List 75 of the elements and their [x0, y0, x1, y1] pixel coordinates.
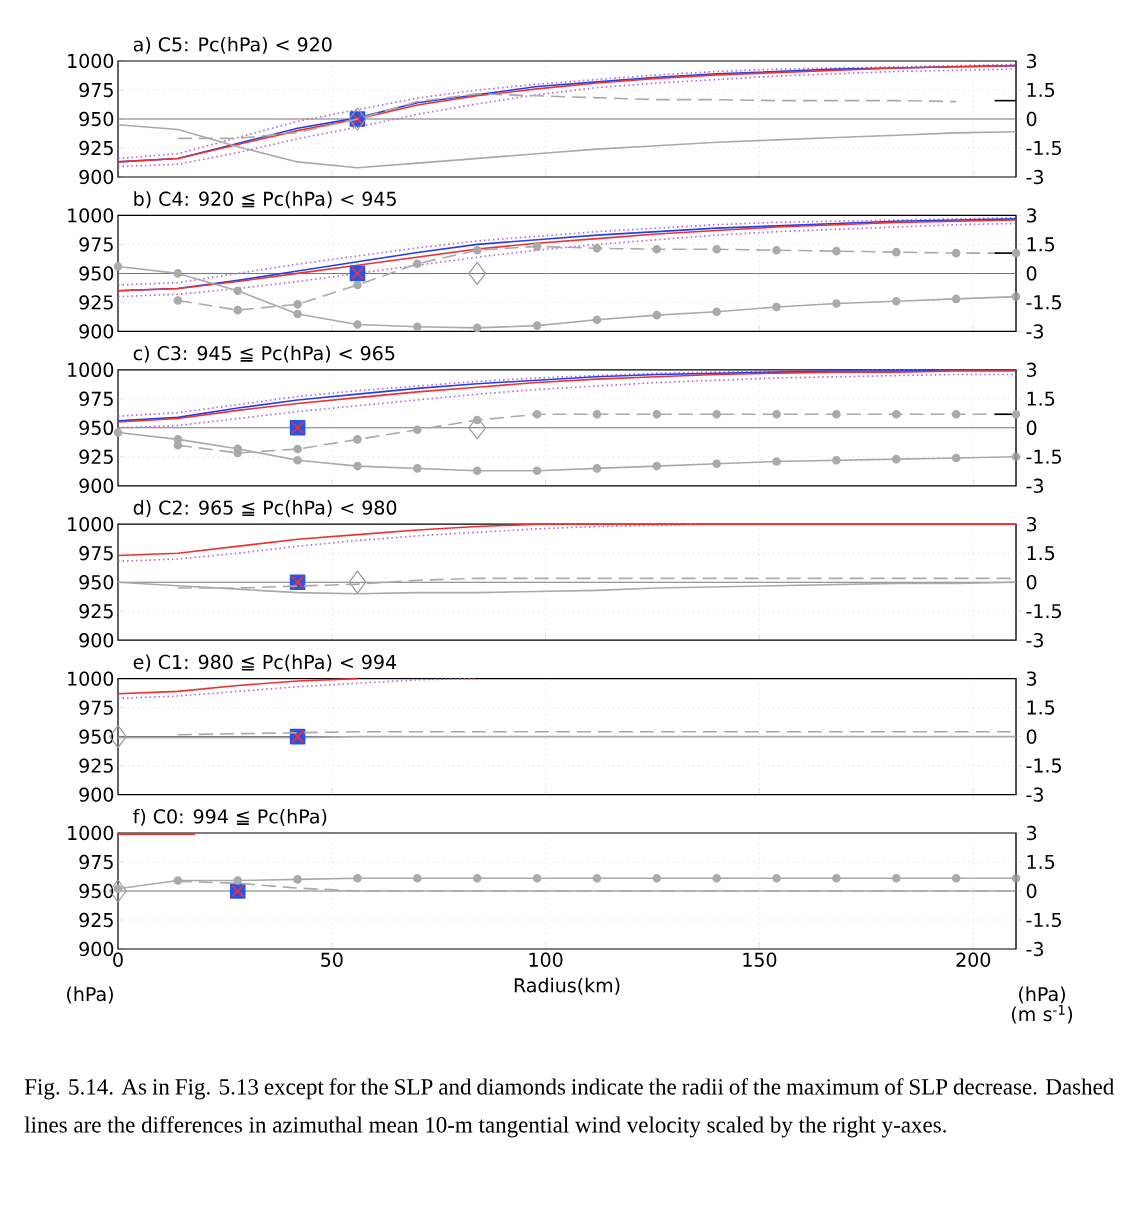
y-tick-label: 900 — [79, 633, 114, 648]
y-axis-title: (hPa) — [67, 986, 113, 1004]
y2-tick-label: 1.5 — [1027, 854, 1055, 870]
x-tick-label: 150 — [743, 952, 777, 967]
y2-tick-label: 0 — [1026, 575, 1037, 590]
y2-tick-label: 1.5 — [1027, 237, 1055, 252]
y-tick-label: 925 — [79, 604, 113, 619]
y2-tick-label: 1.5 — [1027, 546, 1055, 561]
y-tick-label: 1000 — [68, 671, 114, 686]
caption: Fig. 5.14. As in Fig. 5.13 except for the SLP and diamonds indicate the radii of the maximum of SLP decrease. Dashed lines are the differences in azimuthal mean 10-m tangential wind velocity scaled by the right y-axes. — [24, 1078, 1115, 1138]
y2-axis-title: (hPa) (m s$^{-1}$) — [1011, 986, 1073, 1024]
y2-tick-label: -1.5 — [1026, 604, 1061, 619]
y-tick-label: 975 — [79, 700, 113, 715]
y-tick-label: 900 — [79, 941, 114, 957]
y2-tick-label: 1.5 — [1027, 391, 1055, 406]
y-tick-label: 975 — [79, 237, 113, 252]
y-tick-label: 950 — [79, 729, 114, 744]
y-tick-label: 975 — [79, 391, 113, 406]
x-tick-label: 200 — [956, 952, 991, 967]
y2-tick-label: -1.5 — [1026, 449, 1061, 464]
y-tick-label: 950 — [79, 111, 114, 127]
y-tick-label: 975 — [79, 82, 113, 98]
y2-tick-label: 0 — [1026, 266, 1037, 281]
y-tick-label: 1000 — [68, 825, 114, 841]
x-tick-label: 0 — [113, 952, 123, 967]
y-tick-label: 925 — [79, 140, 113, 156]
y2-tick-label: 3 — [1026, 517, 1037, 532]
chart-title: c) C3: 945 ≦ Pc(hPa) < 965 — [133, 345, 395, 363]
y2-tick-label: -3 — [1026, 169, 1043, 185]
y-tick-label: 1000 — [68, 53, 114, 69]
y2-tick-label: 1.5 — [1027, 700, 1055, 715]
y2-tick-label: -3 — [1026, 633, 1043, 648]
chart-title: e) C1: 980 ≦ Pc(hPa) < 994 — [133, 654, 397, 672]
y-tick-label: 925 — [79, 912, 113, 928]
x-tick-label: 100 — [529, 952, 563, 967]
y2-tick-label: 3 — [1026, 208, 1037, 223]
y2-tick-label: 0 — [1026, 883, 1037, 899]
y2-tick-label: 3 — [1026, 53, 1037, 69]
y2-tick-label: 0 — [1026, 111, 1037, 127]
y-tick-label: 925 — [79, 449, 113, 464]
y-tick-label: 900 — [79, 324, 114, 339]
chart-title: a) C5: Pc(hPa) < 920 — [133, 36, 332, 54]
y-tick-label: 1000 — [68, 208, 114, 223]
y2-tick-label: 0 — [1026, 729, 1037, 744]
y-tick-label: 950 — [79, 575, 114, 590]
x-axis-title: Radius(km) — [514, 977, 620, 995]
chart-title: b) C4: 920 ≦ Pc(hPa) < 945 — [134, 191, 396, 209]
y2-tick-label: 1.5 — [1027, 82, 1055, 98]
y-tick-label: 900 — [79, 169, 114, 185]
y2-tick-label: 3 — [1026, 362, 1037, 377]
chart-title: f) C0: 994 ≦ Pc(hPa) — [133, 808, 327, 826]
y2-tick-label: -3 — [1026, 478, 1043, 493]
chart-title: d) C2: 965 ≦ Pc(hPa) < 980 — [133, 500, 397, 518]
y2-tick-label: 3 — [1026, 825, 1037, 841]
y2-tick-label: -3 — [1026, 941, 1043, 957]
y2-tick-label: -3 — [1026, 324, 1043, 339]
y2-tick-label: -1.5 — [1026, 912, 1061, 928]
y2-tick-label: 3 — [1026, 671, 1037, 686]
x-tick-label: 50 — [321, 952, 343, 967]
y-tick-label: 925 — [79, 758, 113, 773]
y-tick-label: 1000 — [68, 517, 114, 532]
y-tick-label: 950 — [79, 420, 114, 435]
y-tick-label: 950 — [79, 883, 114, 899]
y-tick-label: 900 — [79, 787, 114, 802]
y2-tick-label: -1.5 — [1026, 758, 1061, 773]
y-tick-label: 925 — [79, 295, 113, 310]
y-tick-label: 975 — [79, 854, 113, 870]
y-tick-label: 950 — [79, 266, 114, 281]
y2-tick-label: -1.5 — [1026, 140, 1061, 156]
y2-tick-label: -1.5 — [1026, 295, 1061, 310]
y-tick-label: 975 — [79, 546, 113, 561]
y2-tick-label: -3 — [1026, 787, 1043, 802]
y-tick-label: 900 — [79, 478, 114, 493]
y2-tick-label: 0 — [1026, 420, 1037, 435]
y-tick-label: 1000 — [68, 362, 114, 377]
